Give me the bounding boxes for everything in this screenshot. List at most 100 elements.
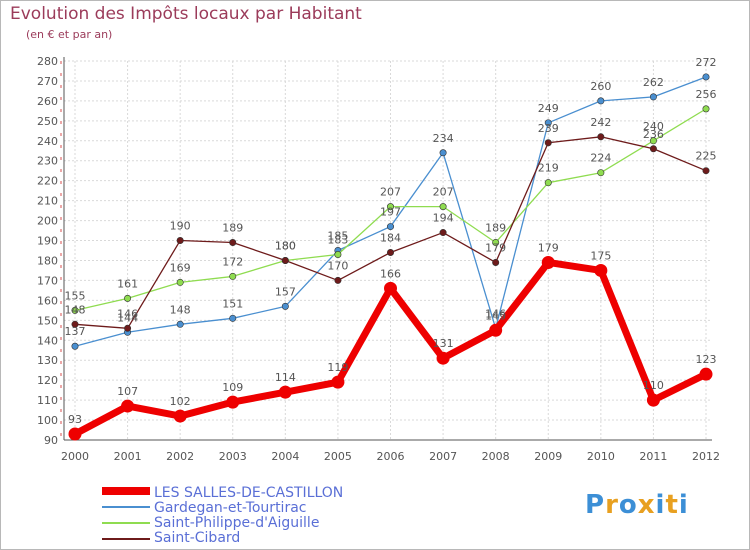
- data-label-2: 224: [590, 152, 611, 165]
- logo-letter: o: [618, 490, 638, 520]
- y-tick-label: 280: [37, 55, 58, 68]
- y-tick-label: 250: [37, 115, 58, 128]
- data-label-0: 123: [696, 353, 717, 366]
- x-tick-label: 2000: [61, 450, 89, 463]
- data-point-0: [384, 281, 397, 295]
- data-label-0: 110: [643, 379, 664, 392]
- logo-letter: t: [665, 490, 679, 520]
- data-point-0: [68, 427, 82, 441]
- y-tick-label: 190: [37, 235, 58, 248]
- data-label-1: 148: [170, 303, 191, 316]
- legend-label-saint-cibard: Saint-Cibard: [154, 530, 241, 546]
- data-label-1: 197: [380, 206, 401, 219]
- chart-subtitle: (en € et par an): [26, 28, 113, 41]
- data-label-0: 175: [590, 249, 611, 262]
- logo-letter: r: [605, 490, 619, 520]
- data-point-2: [71, 306, 79, 314]
- x-tick-label: 2006: [377, 450, 405, 463]
- data-point-3: [702, 167, 710, 175]
- y-tick-label: 210: [37, 195, 58, 208]
- data-label-3: 146: [117, 307, 138, 320]
- data-label-3: 225: [696, 150, 717, 163]
- y-tick-label: 140: [37, 334, 58, 347]
- y-tick-label: 260: [37, 95, 58, 108]
- data-label-1: 146: [485, 307, 506, 320]
- data-point-0: [489, 323, 503, 337]
- data-point-3: [386, 248, 394, 256]
- x-tick-label: 2002: [166, 450, 194, 463]
- logo-letter: i: [678, 490, 689, 520]
- data-label-0: 114: [275, 371, 296, 384]
- y-tick-label: 270: [37, 75, 58, 88]
- data-point-0: [226, 395, 240, 409]
- data-label-0: 107: [117, 385, 138, 398]
- x-tick-label: 2003: [219, 450, 247, 463]
- data-point-0: [121, 399, 135, 413]
- data-label-3: 148: [65, 303, 86, 316]
- data-label-3: 179: [485, 241, 506, 254]
- data-label-1: 260: [590, 80, 611, 93]
- data-point-0: [436, 351, 450, 365]
- data-point-1: [649, 93, 657, 101]
- data-point-0: [594, 263, 608, 277]
- data-label-2: 189: [485, 222, 506, 235]
- data-label-3: 184: [380, 231, 401, 244]
- x-tick-label: 2010: [587, 450, 615, 463]
- data-label-2: 161: [117, 277, 138, 290]
- data-point-0: [699, 367, 713, 381]
- data-label-3: 190: [170, 220, 191, 233]
- data-point-1: [544, 119, 552, 127]
- data-point-2: [124, 294, 132, 302]
- data-point-3: [229, 239, 237, 247]
- y-tick-label: 170: [37, 274, 58, 287]
- x-tick-label: 2005: [324, 450, 352, 463]
- data-label-3: 236: [643, 128, 664, 141]
- data-point-0: [331, 375, 345, 389]
- data-point-3: [439, 229, 447, 237]
- data-point-1: [702, 73, 710, 81]
- data-point-2: [544, 179, 552, 187]
- data-label-0: 179: [538, 241, 559, 254]
- data-label-1: 185: [327, 230, 348, 243]
- y-tick-label: 120: [37, 374, 58, 387]
- data-label-0: 102: [170, 395, 191, 408]
- data-label-3: 189: [222, 222, 243, 235]
- y-tick-label: 130: [37, 354, 58, 367]
- data-point-0: [278, 385, 292, 399]
- data-label-2: 207: [433, 186, 454, 199]
- data-label-1: 151: [222, 297, 243, 310]
- data-point-3: [334, 276, 342, 284]
- y-tick-label: 90: [44, 434, 58, 447]
- data-label-2: 172: [222, 255, 243, 268]
- data-point-2: [229, 272, 237, 280]
- x-tick-label: 2007: [429, 450, 457, 463]
- data-point-3: [281, 256, 289, 264]
- data-label-1: 272: [696, 56, 717, 69]
- data-label-1: 234: [433, 132, 454, 145]
- data-label-1: 249: [538, 102, 559, 115]
- logo-letter: x: [637, 490, 656, 520]
- data-point-1: [71, 342, 79, 350]
- logo-letter: i: [655, 490, 666, 520]
- data-label-2: 207: [380, 186, 401, 199]
- y-tick-label: 180: [37, 254, 58, 267]
- data-point-0: [646, 393, 660, 407]
- legend-label-gardegan: Gardegan-et-Tourtirac: [154, 500, 307, 516]
- data-label-0: 119: [327, 361, 348, 374]
- data-point-1: [597, 97, 605, 105]
- data-label-2: 219: [538, 162, 559, 175]
- data-point-0: [541, 255, 555, 269]
- y-tick-label: 150: [37, 314, 58, 327]
- data-label-2: 169: [170, 261, 191, 274]
- data-point-2: [176, 278, 184, 286]
- proxiti-logo: Proxiti: [585, 490, 689, 520]
- data-point-2: [334, 250, 342, 258]
- y-tick-label: 240: [37, 135, 58, 148]
- y-tick-label: 220: [37, 175, 58, 188]
- data-label-2: 155: [65, 289, 86, 302]
- x-tick-label: 2011: [639, 450, 667, 463]
- chart-title: Evolution des Impôts locaux par Habitant: [10, 4, 362, 24]
- data-label-0: 166: [380, 267, 401, 280]
- data-point-3: [176, 237, 184, 245]
